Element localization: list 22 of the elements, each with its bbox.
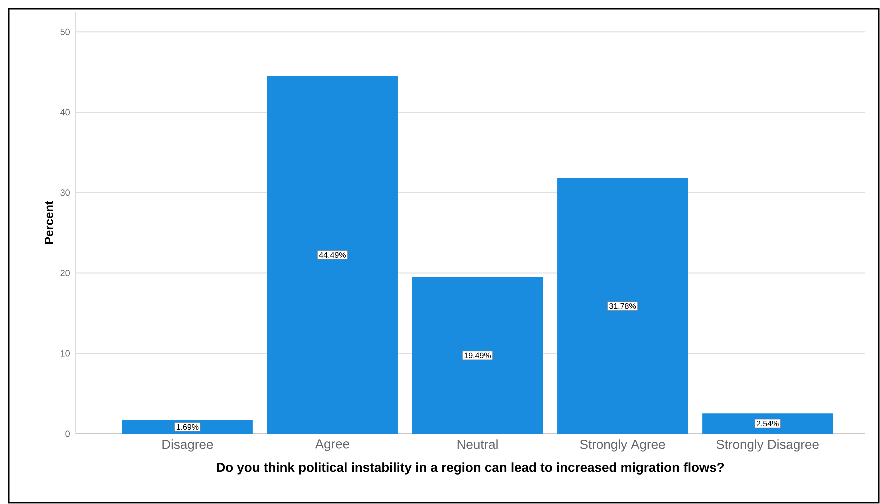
bar: [558, 178, 688, 434]
bar: [267, 76, 398, 434]
x-tick-label: Disagree: [162, 440, 214, 452]
x-tick-label: Strongly Disagree: [716, 440, 819, 452]
x-axis-title: Do you think political instability in a region can lead to increased migration flows?: [217, 462, 724, 475]
y-tick-label: 30: [60, 190, 70, 196]
y-tick-label: 20: [60, 270, 70, 276]
data-label: 44.49%: [319, 252, 346, 258]
y-tick-label: 10: [61, 350, 70, 357]
bar: [412, 277, 544, 434]
x-tick-label: Agree: [315, 440, 350, 452]
bar: [702, 414, 834, 434]
data-label: 1.69%: [176, 424, 199, 430]
y-tick-label: 40: [60, 109, 70, 116]
x-tick-label: Neutral: [458, 440, 498, 450]
y-tick-label: 50: [60, 28, 70, 36]
data-label: 19.49%: [464, 352, 492, 358]
data-label: 2.54%: [756, 420, 779, 427]
x-tick-label: Strongly Agree: [580, 440, 666, 452]
y-tick-label: 0: [66, 430, 70, 438]
data-label: 31.78%: [610, 303, 636, 310]
y-axis-title: Percent: [45, 201, 54, 244]
